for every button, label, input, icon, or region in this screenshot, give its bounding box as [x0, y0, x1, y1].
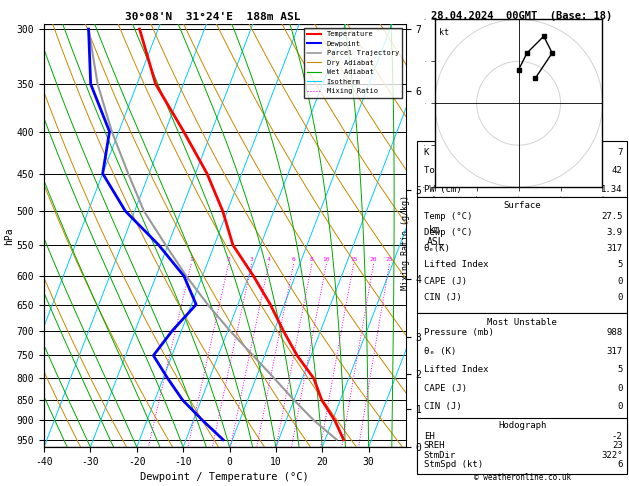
Text: 42: 42 [612, 166, 623, 175]
Text: 2: 2 [226, 257, 230, 262]
Text: 0: 0 [617, 293, 623, 302]
Bar [417, 425, 627, 471]
Text: Mixing Ratio (g/kg): Mixing Ratio (g/kg) [401, 195, 410, 291]
Y-axis label: km
ASL: km ASL [426, 225, 444, 246]
Text: 317: 317 [606, 244, 623, 253]
Text: 23: 23 [612, 441, 623, 451]
Text: 15: 15 [350, 257, 357, 262]
Text: Most Unstable: Most Unstable [487, 318, 557, 327]
Text: EH: EH [424, 432, 435, 441]
Text: 317: 317 [606, 347, 623, 356]
Y-axis label: hPa: hPa [4, 227, 14, 244]
Text: 27.5: 27.5 [601, 212, 623, 221]
Text: kt: kt [439, 28, 449, 37]
Text: 10: 10 [323, 257, 330, 262]
Text: 4: 4 [267, 257, 270, 262]
Text: 322°: 322° [601, 451, 623, 460]
Text: PW (cm): PW (cm) [424, 185, 461, 194]
Text: StmSpd (kt): StmSpd (kt) [424, 460, 483, 469]
Text: θₑ(K): θₑ(K) [424, 244, 450, 253]
Text: 6: 6 [292, 257, 296, 262]
Text: StmDir: StmDir [424, 451, 456, 460]
Text: K: K [424, 148, 429, 156]
Text: Surface: Surface [503, 201, 541, 210]
Text: 30°08'N  31°24'E  188m ASL: 30°08'N 31°24'E 188m ASL [125, 12, 300, 22]
Text: CAPE (J): CAPE (J) [424, 384, 467, 393]
Text: Lifted Index: Lifted Index [424, 365, 488, 374]
Text: 20: 20 [370, 257, 377, 262]
Text: 1.34: 1.34 [601, 185, 623, 194]
Text: © weatheronline.co.uk: © weatheronline.co.uk [474, 473, 571, 482]
Text: 7: 7 [617, 148, 623, 156]
Text: CIN (J): CIN (J) [424, 293, 461, 302]
Text: 0: 0 [617, 384, 623, 393]
Text: 0: 0 [617, 402, 623, 411]
Bar [417, 141, 627, 197]
Bar [417, 313, 627, 425]
Text: Temp (°C): Temp (°C) [424, 212, 472, 221]
Text: 28.04.2024  00GMT  (Base: 18): 28.04.2024 00GMT (Base: 18) [431, 11, 613, 21]
Text: 3.9: 3.9 [606, 228, 623, 237]
Text: Pressure (mb): Pressure (mb) [424, 329, 494, 337]
Text: 25: 25 [386, 257, 393, 262]
Text: Lifted Index: Lifted Index [424, 260, 488, 269]
Bar [417, 418, 627, 474]
Text: 5: 5 [617, 365, 623, 374]
Legend: Temperature, Dewpoint, Parcel Trajectory, Dry Adiabat, Wet Adiabat, Isotherm, Mi: Temperature, Dewpoint, Parcel Trajectory… [304, 28, 402, 98]
Text: θₑ (K): θₑ (K) [424, 347, 456, 356]
Text: 3: 3 [250, 257, 253, 262]
Text: 5: 5 [617, 260, 623, 269]
Text: Totals Totals: Totals Totals [424, 166, 494, 175]
Text: 988: 988 [606, 329, 623, 337]
Bar [417, 197, 627, 313]
Text: -2: -2 [612, 432, 623, 441]
Text: 6: 6 [617, 460, 623, 469]
Text: 1: 1 [189, 257, 193, 262]
Text: CIN (J): CIN (J) [424, 402, 461, 411]
Text: Dewp (°C): Dewp (°C) [424, 228, 472, 237]
X-axis label: Dewpoint / Temperature (°C): Dewpoint / Temperature (°C) [140, 472, 309, 483]
Text: SREH: SREH [424, 441, 445, 451]
Text: Hodograph: Hodograph [498, 421, 546, 430]
Text: 0: 0 [617, 277, 623, 286]
Text: 8: 8 [310, 257, 314, 262]
Text: CAPE (J): CAPE (J) [424, 277, 467, 286]
